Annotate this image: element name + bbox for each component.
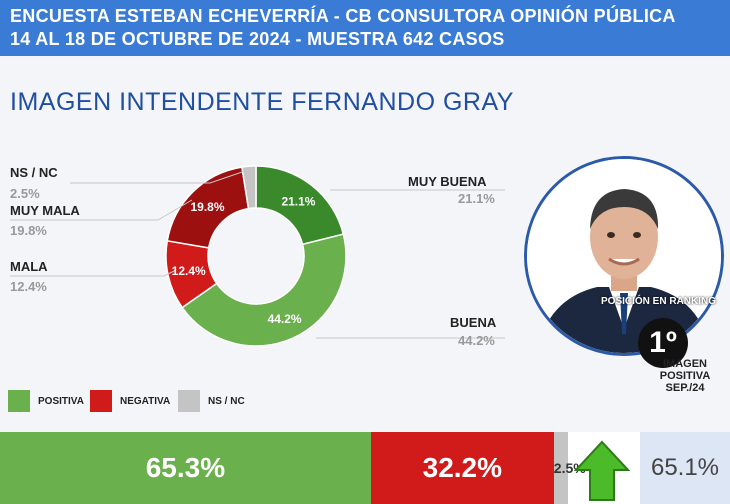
bar-segment-negativa: 32.2% bbox=[370, 432, 554, 504]
header-banner: ENCUESTA ESTEBAN ECHEVERRÍA - CB CONSULT… bbox=[0, 0, 730, 56]
legend-label-positiva: POSITIVA bbox=[38, 395, 84, 407]
value-muy-mala: 19.8% bbox=[10, 223, 47, 238]
leader-line bbox=[70, 169, 249, 184]
donut-slice-ns-nc bbox=[241, 165, 257, 210]
value-ns-nc: 2.5% bbox=[10, 186, 40, 201]
label-mala: MALA bbox=[10, 259, 48, 274]
ranking-badge: 1º bbox=[638, 318, 688, 368]
label-buena: BUENA bbox=[450, 315, 497, 330]
legend-positiva: POSITIVA bbox=[8, 390, 84, 412]
legend-swatch-positiva bbox=[8, 390, 30, 412]
legend-swatch-negativa bbox=[90, 390, 112, 412]
slice-label-muy-mala: 19.8% bbox=[191, 200, 225, 214]
slice-label-buena: 44.2% bbox=[268, 312, 302, 326]
legend-label-negativa: NEGATIVA bbox=[120, 395, 171, 407]
survey-date-sample: 14 AL 18 DE OCTUBRE DE 2024 - MUESTRA 64… bbox=[10, 29, 505, 49]
label-muy-buena: MUY BUENA bbox=[408, 174, 487, 189]
legend-nsnc: NS / NC bbox=[178, 390, 245, 412]
value-mala: 12.4% bbox=[10, 279, 47, 294]
leader-lines bbox=[10, 169, 505, 339]
portrait-illustration bbox=[527, 159, 721, 353]
leader-line bbox=[10, 199, 193, 221]
bar-segment-ns-nc: 2.5% bbox=[553, 432, 586, 504]
up-arrow-icon bbox=[574, 440, 630, 501]
legend-swatch-nsnc bbox=[178, 390, 200, 412]
label-ns-nc: NS / NC bbox=[10, 165, 58, 180]
leader-line bbox=[10, 269, 177, 277]
donut-slices bbox=[165, 165, 347, 347]
survey-title: ENCUESTA ESTEBAN ECHEVERRÍA - CB CONSULT… bbox=[10, 6, 676, 26]
previous-value: 65.1% bbox=[640, 432, 730, 504]
donut-slice-buena bbox=[181, 233, 347, 347]
slice-label-mala: 12.4% bbox=[172, 264, 206, 278]
chart-title: IMAGEN INTENDENTE FERNANDO GRAY bbox=[10, 88, 514, 116]
value-buena: 44.2% bbox=[458, 333, 495, 348]
slice-label-muy-buena: 21.1% bbox=[281, 195, 315, 209]
slice-labels: 21.1% 44.2% 12.4% 19.8% bbox=[172, 195, 316, 326]
bar-segment-positiva: 65.3% bbox=[0, 432, 371, 504]
candidate-photo bbox=[524, 156, 724, 356]
legend-label-nsnc: NS / NC bbox=[208, 395, 245, 407]
label-muy-mala: MUY MALA bbox=[10, 203, 80, 218]
value-muy-buena: 21.1% bbox=[458, 191, 495, 206]
previous-label: IMAGEN POSITIVA SEP./24 bbox=[659, 358, 711, 394]
ranking-label: POSICIÓN EN RANKING bbox=[601, 296, 717, 307]
legend-negativa: NEGATIVA bbox=[90, 390, 170, 412]
